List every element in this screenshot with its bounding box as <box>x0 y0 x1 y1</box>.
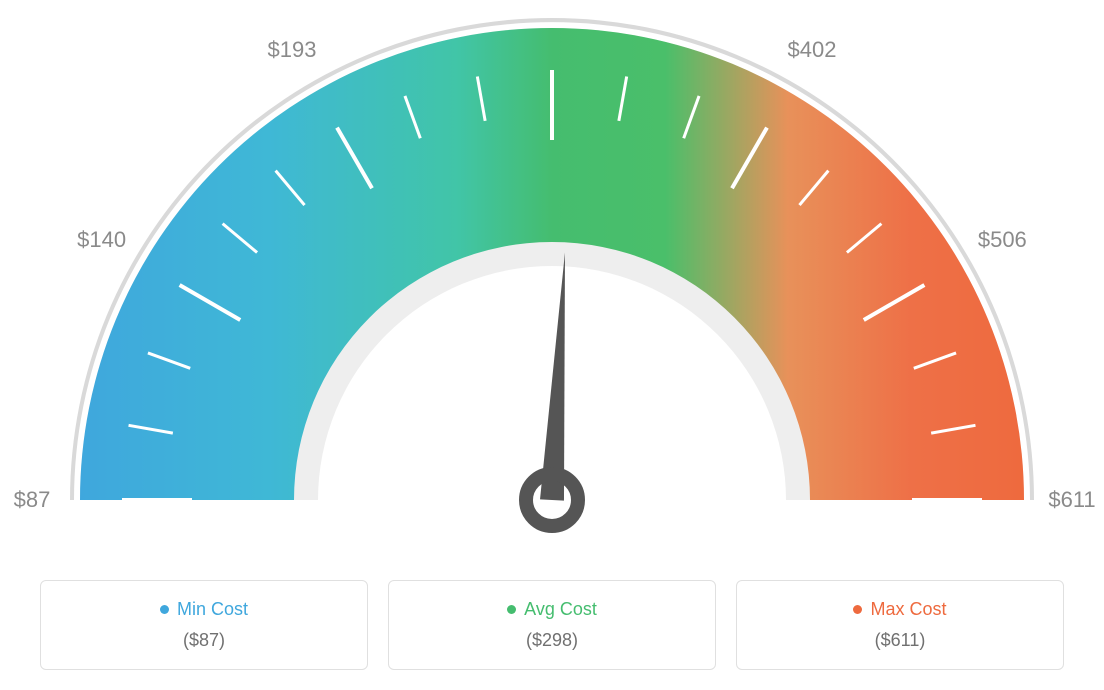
legend-max-label: Max Cost <box>870 599 946 620</box>
gauge-tick-label: $506 <box>978 227 1027 253</box>
legend-min-label: Min Cost <box>177 599 248 620</box>
gauge-tick-label: $140 <box>77 227 126 253</box>
gauge-tick-label: $611 <box>1048 487 1095 513</box>
gauge-area: $87$140$193$298$402$506$611 <box>0 0 1104 560</box>
cost-gauge-chart: $87$140$193$298$402$506$611 Min Cost ($8… <box>0 0 1104 690</box>
legend-min-title: Min Cost <box>160 599 248 620</box>
legend-avg: Avg Cost ($298) <box>388 580 716 670</box>
legend-max-dot <box>853 605 862 614</box>
gauge-needle <box>540 252 565 500</box>
gauge-tick-label: $402 <box>788 37 837 63</box>
legend-avg-dot <box>507 605 516 614</box>
legend-min: Min Cost ($87) <box>40 580 368 670</box>
legend-max-value: ($611) <box>747 630 1053 651</box>
gauge-tick-label: $193 <box>268 37 317 63</box>
gauge-tick-label: $87 <box>14 487 51 513</box>
legend-row: Min Cost ($87) Avg Cost ($298) Max Cost … <box>40 580 1064 670</box>
legend-max: Max Cost ($611) <box>736 580 1064 670</box>
legend-avg-title: Avg Cost <box>507 599 597 620</box>
gauge-svg <box>0 0 1104 560</box>
legend-avg-label: Avg Cost <box>524 599 597 620</box>
legend-max-title: Max Cost <box>853 599 946 620</box>
legend-min-value: ($87) <box>51 630 357 651</box>
legend-avg-value: ($298) <box>399 630 705 651</box>
legend-min-dot <box>160 605 169 614</box>
